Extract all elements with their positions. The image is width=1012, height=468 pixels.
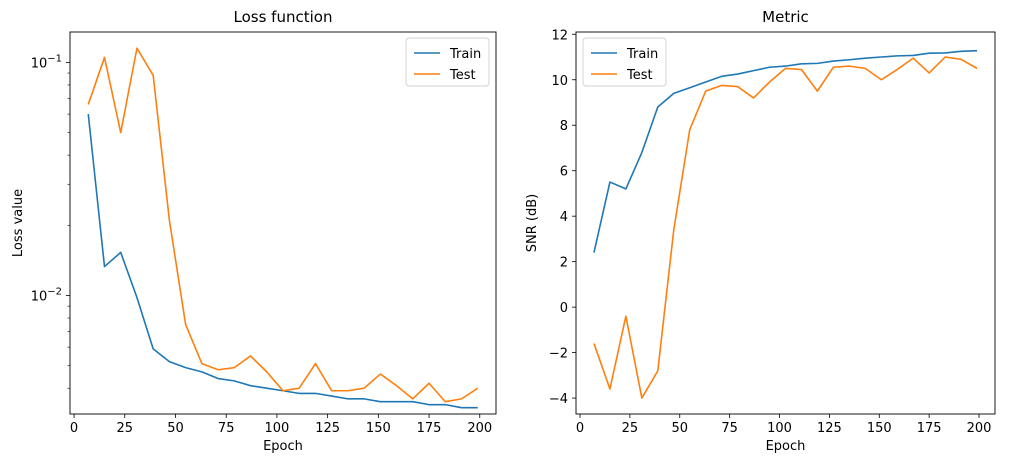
metric-x-tick-label: 0 [576,421,584,436]
metric-title: Metric [762,8,809,26]
metric-legend-label-train: Train [626,47,658,62]
tick-exponent: −1 [47,53,62,64]
loss-legend-label-test: Test [449,68,476,83]
loss-legend: Train Test [405,37,490,87]
metric-y-tick-label: 0 [560,301,568,316]
metric-x-tick-label: 175 [917,421,942,436]
metric-y-tick-label: −4 [549,392,568,407]
loss-title: Loss function [234,8,333,26]
metric-legend-box [582,37,667,87]
loss-y-axis-label: Loss value [11,189,26,257]
loss-x-tick-label: 100 [265,421,290,436]
loss-x-tick-label: 175 [417,421,442,436]
metric-series-test-line [593,56,978,399]
loss-series-test-line [87,47,479,403]
metric-y-tick-label: 10 [551,74,568,89]
loss-x-tick-label: 25 [116,421,133,436]
metric-plot-frame [575,31,996,415]
loss-y-tick-label: 10−1 [31,53,62,71]
metric-y-tick-label: 4 [560,210,568,225]
loss-x-tick-label: 50 [167,421,184,436]
metric-x-tick-label: 125 [817,421,842,436]
loss-x-axis-label: Epoch [263,439,303,454]
loss-y-tick-label: 10−2 [31,286,62,304]
loss-legend-box [405,37,490,87]
metric-x-tick-label: 75 [721,421,738,436]
loss-x-tick-label: 125 [315,421,340,436]
metric-legend: Train Test [582,37,667,87]
metric-y-tick-label: 2 [560,256,568,271]
loss-legend-label-train: Train [449,47,481,62]
tick-base: 10 [31,56,48,71]
metric-y-tick-label: 12 [551,28,568,43]
loss-x-tick-label: 150 [366,421,391,436]
metric-x-axis-label: Epoch [766,439,806,454]
metric-panel: Metric 0 25 50 75 100 125 150 175 200 −4 −2 0 2 4 6 8 10 1… [525,8,996,454]
loss-x-tick-label: 75 [218,421,235,436]
tick-exponent: −2 [47,286,62,297]
metric-x-tick-label: 100 [767,421,792,436]
metric-y-axis-label: SNR (dB) [525,194,540,252]
metric-y-tick-label: 6 [560,165,568,180]
loss-plot-frame [69,31,497,415]
metric-legend-label-test: Test [626,68,653,83]
loss-x-tick-label: 200 [467,421,492,436]
metric-x-tick-label: 50 [671,421,688,436]
metric-y-tick-label: 8 [560,119,568,134]
tick-base: 10 [31,289,48,304]
metric-series-train-line [593,49,978,253]
metric-x-tick-label: 200 [967,421,992,436]
metric-x-tick-label: 150 [867,421,892,436]
metric-y-tick-label: −2 [549,347,568,362]
metric-x-tick-label: 25 [622,421,639,436]
loss-x-tick-label: 0 [70,421,78,436]
